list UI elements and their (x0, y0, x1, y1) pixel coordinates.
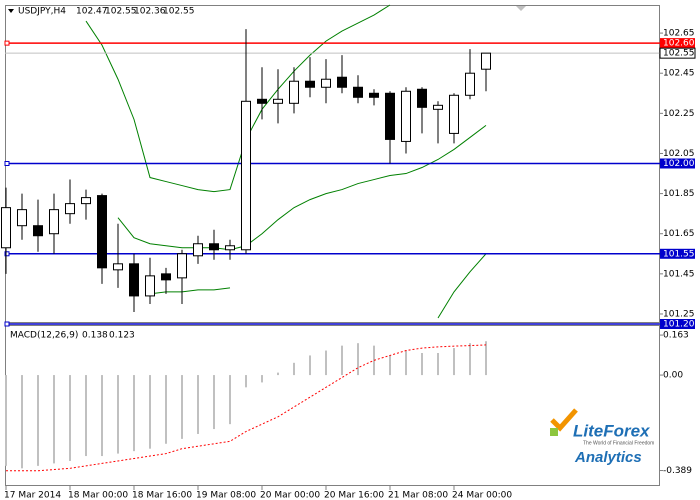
macd-hist-value: 0.138 (82, 331, 108, 341)
logo-square (550, 428, 558, 436)
candle-body (225, 245, 235, 251)
y-tick-label: 101.65 (663, 229, 695, 239)
logo-tagline: The World of Financial Freedom (583, 440, 654, 446)
y-tick-label: 101.25 (663, 309, 695, 319)
candle-body (97, 195, 107, 269)
level-label-box (660, 248, 695, 259)
header-close: 102.55 (163, 7, 195, 17)
x-tick-label: 20 Mar 16:00 (324, 491, 384, 500)
header-low: 102.36 (134, 7, 166, 17)
logo-name: LiteForex (573, 421, 651, 440)
band-line (117, 124, 487, 251)
candle-body (273, 98, 283, 104)
candle-body (449, 94, 459, 134)
current-price-box (659, 47, 696, 59)
candle-body (241, 100, 251, 251)
symbol-title: USDJPY,H4 (18, 7, 66, 17)
x-tick-label: 24 Mar 00:00 (452, 491, 512, 500)
level-anchor (4, 40, 10, 46)
logo-subtitle: Analytics (574, 449, 642, 466)
candle-body (369, 92, 379, 98)
logo-check (550, 408, 578, 432)
x-tick-label: 19 Mar 08:00 (196, 491, 256, 500)
candle-body (145, 275, 155, 297)
candle-body (113, 263, 123, 271)
candle-body (481, 52, 491, 70)
signal-line (6, 344, 487, 472)
macd-title: MACD(12,26,9) (10, 331, 78, 341)
y-tick-label: 101.45 (663, 269, 695, 279)
candle-body (337, 76, 347, 88)
y-tick-label: 102.45 (663, 69, 695, 79)
level-anchor (4, 251, 10, 257)
macd-signal-value: 0.123 (109, 331, 135, 341)
candle-body (321, 78, 331, 88)
level-label: 102.60 (663, 39, 695, 49)
level-label-box (660, 38, 695, 49)
candle-body (401, 90, 411, 142)
level-label: 101.20 (663, 320, 695, 330)
candle-body (465, 72, 475, 96)
candle-body (49, 209, 59, 235)
current-price-label: 102.55 (663, 49, 695, 59)
candle-body (289, 80, 299, 104)
x-tick-label: 17 Mar 2014 (4, 491, 61, 500)
candle-body (417, 88, 427, 108)
logo: LiteForex The World of Financial Freedom… (550, 408, 654, 466)
y-tick-label: 0.00 (663, 371, 683, 381)
header-open: 102.47 (76, 7, 108, 17)
band-line (149, 253, 487, 319)
level-anchor (4, 321, 10, 327)
x-tick-label: 20 Mar 00:00 (260, 491, 320, 500)
candle-body (305, 80, 315, 88)
level-label: 101.55 (663, 249, 695, 259)
level-label-box (660, 319, 695, 330)
level-anchor (4, 161, 10, 166)
x-tick-label: 18 Mar 00:00 (68, 491, 128, 500)
band-line (85, 4, 391, 193)
candle-body (209, 243, 219, 251)
candle-body (65, 203, 75, 215)
candle-body (257, 98, 267, 104)
candle-body (1, 207, 11, 249)
y-tick-label: 102.05 (663, 149, 695, 159)
y-tick-label: 101.85 (663, 189, 695, 199)
y-tick-label: 0.163 (663, 331, 689, 341)
candle-body (129, 263, 139, 297)
candle-body (433, 104, 443, 110)
candle-body (193, 243, 203, 257)
menu-icon (8, 9, 14, 13)
level-label-box (660, 158, 695, 169)
candle-body (33, 225, 43, 237)
y-tick-label: 102.25 (663, 109, 695, 119)
candle-body (81, 197, 91, 205)
y-tick-label: -0.389 (663, 466, 692, 476)
level-label: 102.00 (663, 159, 695, 169)
header-high: 102.55 (105, 7, 137, 17)
y-tick-label: 102.65 (663, 29, 695, 39)
candle-body (161, 273, 171, 281)
candle-body (177, 253, 187, 279)
candle-body (353, 86, 363, 98)
x-tick-label: 18 Mar 16:00 (132, 491, 192, 500)
x-tick-label: 21 Mar 08:00 (388, 491, 448, 500)
candle-body (17, 209, 27, 227)
candle-body (385, 92, 395, 140)
shift-marker (516, 6, 526, 11)
